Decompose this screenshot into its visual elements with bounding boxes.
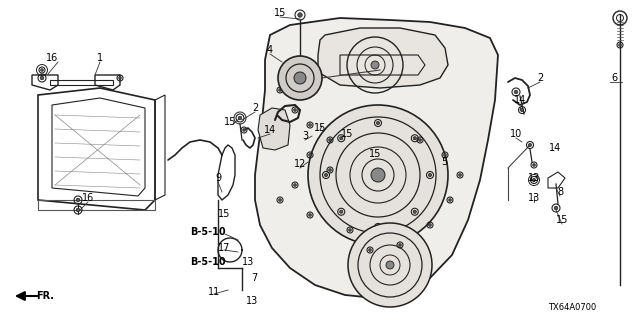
Circle shape <box>298 13 302 17</box>
Text: 15: 15 <box>314 123 326 133</box>
Circle shape <box>376 121 380 124</box>
Circle shape <box>376 225 380 228</box>
Circle shape <box>371 168 385 182</box>
Polygon shape <box>318 28 448 88</box>
Text: 12: 12 <box>294 159 306 169</box>
Circle shape <box>520 108 524 112</box>
Circle shape <box>294 184 296 186</box>
Text: B-5-10: B-5-10 <box>190 257 226 267</box>
Circle shape <box>118 77 122 79</box>
Circle shape <box>514 90 518 94</box>
Circle shape <box>329 169 332 171</box>
Text: 2: 2 <box>537 73 543 83</box>
Text: 15: 15 <box>341 129 353 139</box>
Circle shape <box>529 143 532 147</box>
Circle shape <box>429 224 431 226</box>
Circle shape <box>349 229 351 231</box>
Circle shape <box>294 109 296 111</box>
Circle shape <box>459 174 461 176</box>
Text: 15: 15 <box>369 149 381 159</box>
Circle shape <box>340 210 343 213</box>
Circle shape <box>278 56 322 100</box>
Circle shape <box>324 173 328 177</box>
Circle shape <box>428 173 431 177</box>
Text: 2: 2 <box>252 103 258 113</box>
Circle shape <box>413 137 417 140</box>
Circle shape <box>619 44 621 46</box>
Text: 8: 8 <box>557 187 563 197</box>
Circle shape <box>41 69 44 71</box>
Circle shape <box>308 105 448 245</box>
Circle shape <box>449 199 451 201</box>
Text: 5: 5 <box>441 157 447 167</box>
Circle shape <box>329 139 332 141</box>
Text: 15: 15 <box>274 8 286 18</box>
Circle shape <box>243 129 245 131</box>
Text: 13: 13 <box>528 193 540 203</box>
Circle shape <box>386 261 394 269</box>
Text: 15: 15 <box>556 215 568 225</box>
Text: B-5-10: B-5-10 <box>190 227 226 237</box>
Text: 14: 14 <box>514 95 526 105</box>
Circle shape <box>348 223 432 307</box>
Text: 13: 13 <box>528 173 540 183</box>
Text: 6: 6 <box>611 73 617 83</box>
Text: TX64A0700: TX64A0700 <box>548 303 596 313</box>
Text: 9: 9 <box>215 173 221 183</box>
Text: 13: 13 <box>242 257 254 267</box>
Circle shape <box>413 210 417 213</box>
Circle shape <box>76 208 80 212</box>
Text: 1: 1 <box>97 53 103 63</box>
Text: 15: 15 <box>224 117 236 127</box>
Circle shape <box>369 249 371 251</box>
Circle shape <box>371 61 379 69</box>
Circle shape <box>238 116 242 120</box>
Text: 15: 15 <box>218 209 230 219</box>
Circle shape <box>294 72 306 84</box>
Text: 14: 14 <box>549 143 561 153</box>
Circle shape <box>278 199 282 201</box>
Text: 13: 13 <box>246 296 258 306</box>
Circle shape <box>532 179 536 181</box>
Circle shape <box>278 89 282 91</box>
Circle shape <box>554 206 558 210</box>
Text: 3: 3 <box>302 131 308 141</box>
Text: 17: 17 <box>218 243 230 253</box>
Circle shape <box>444 154 446 156</box>
Polygon shape <box>255 18 498 298</box>
Circle shape <box>308 214 311 216</box>
Text: 16: 16 <box>46 53 58 63</box>
Text: 11: 11 <box>208 287 220 297</box>
Text: 16: 16 <box>82 193 94 203</box>
Circle shape <box>76 198 80 202</box>
Text: 10: 10 <box>510 129 522 139</box>
Circle shape <box>308 154 311 156</box>
Text: 4: 4 <box>267 45 273 55</box>
Text: FR.: FR. <box>36 291 54 301</box>
Polygon shape <box>258 108 290 150</box>
Circle shape <box>308 124 311 126</box>
Circle shape <box>340 137 343 140</box>
Circle shape <box>40 76 44 80</box>
Circle shape <box>532 164 535 166</box>
Circle shape <box>399 244 401 246</box>
Text: 7: 7 <box>251 273 257 283</box>
Text: 14: 14 <box>264 125 276 135</box>
Circle shape <box>419 139 421 141</box>
